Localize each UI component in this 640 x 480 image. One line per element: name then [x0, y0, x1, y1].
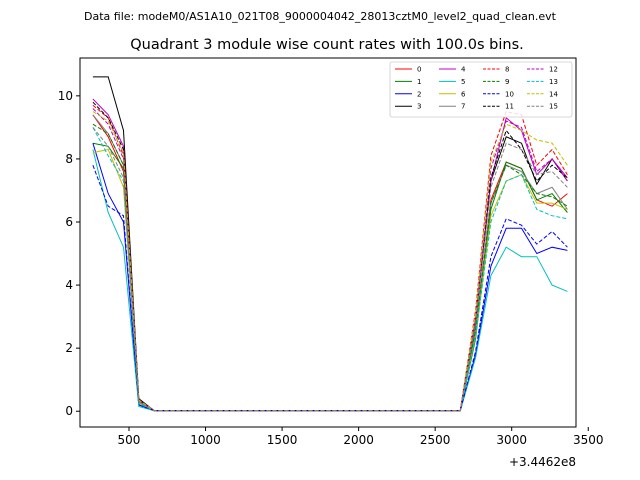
series-layer: [92, 76, 568, 412]
legend-label: 2: [417, 90, 421, 98]
legend-label: 12: [549, 66, 558, 74]
legend-label: 15: [549, 103, 558, 111]
y-tick-label: 10: [58, 89, 73, 103]
legend-label: 4: [461, 66, 466, 74]
y-tick-label: 2: [65, 341, 73, 355]
legend-label: 7: [461, 103, 465, 111]
legend-label: 0: [417, 66, 421, 74]
legend-label: 1: [417, 78, 421, 86]
legend-label: 11: [505, 103, 514, 111]
legend-label: 6: [461, 90, 466, 98]
x-tick-label: 3500: [573, 433, 604, 447]
x-tick-label: 500: [118, 433, 141, 447]
data-file-label: Data file: modeM0/AS1A10_021T08_90000040…: [84, 10, 557, 23]
legend-label: 5: [461, 78, 465, 86]
x-axis: 500 1000 1500 2000 2500 3000 3500: [118, 427, 604, 447]
series-line-14: [92, 111, 568, 412]
y-tick-label: 0: [65, 404, 73, 418]
legend-label: 3: [417, 103, 421, 111]
y-tick-label: 4: [65, 278, 73, 292]
legend-label: 9: [505, 78, 509, 86]
x-tick-label: 1500: [267, 433, 298, 447]
x-tick-label: 1000: [190, 433, 221, 447]
series-line-15: [92, 127, 568, 412]
legend-label: 14: [549, 90, 558, 98]
x-tick-label: 2000: [343, 433, 374, 447]
x-tick-label: 3000: [496, 433, 527, 447]
series-line-1: [92, 142, 568, 412]
y-tick-label: 8: [65, 152, 73, 166]
legend-box: [389, 61, 573, 118]
x-offset-label: +3.4462e8: [509, 455, 576, 469]
chart-title: Quadrant 3 module wise count rates with …: [130, 37, 524, 53]
legend-label: 13: [549, 78, 558, 86]
legend-label: 8: [505, 66, 509, 74]
series-line-4: [92, 98, 568, 412]
x-tick-label: 2500: [420, 433, 451, 447]
y-tick-label: 6: [65, 215, 73, 229]
series-line-13: [92, 127, 568, 412]
series-line-10: [92, 165, 568, 412]
series-line-9: [92, 123, 568, 412]
legend-label: 10: [505, 90, 514, 98]
y-axis: 0 2 4 6 8 10: [58, 89, 80, 418]
series-line-12: [92, 108, 568, 412]
series-line-2: [92, 143, 568, 412]
plot-frame: [79, 57, 577, 428]
